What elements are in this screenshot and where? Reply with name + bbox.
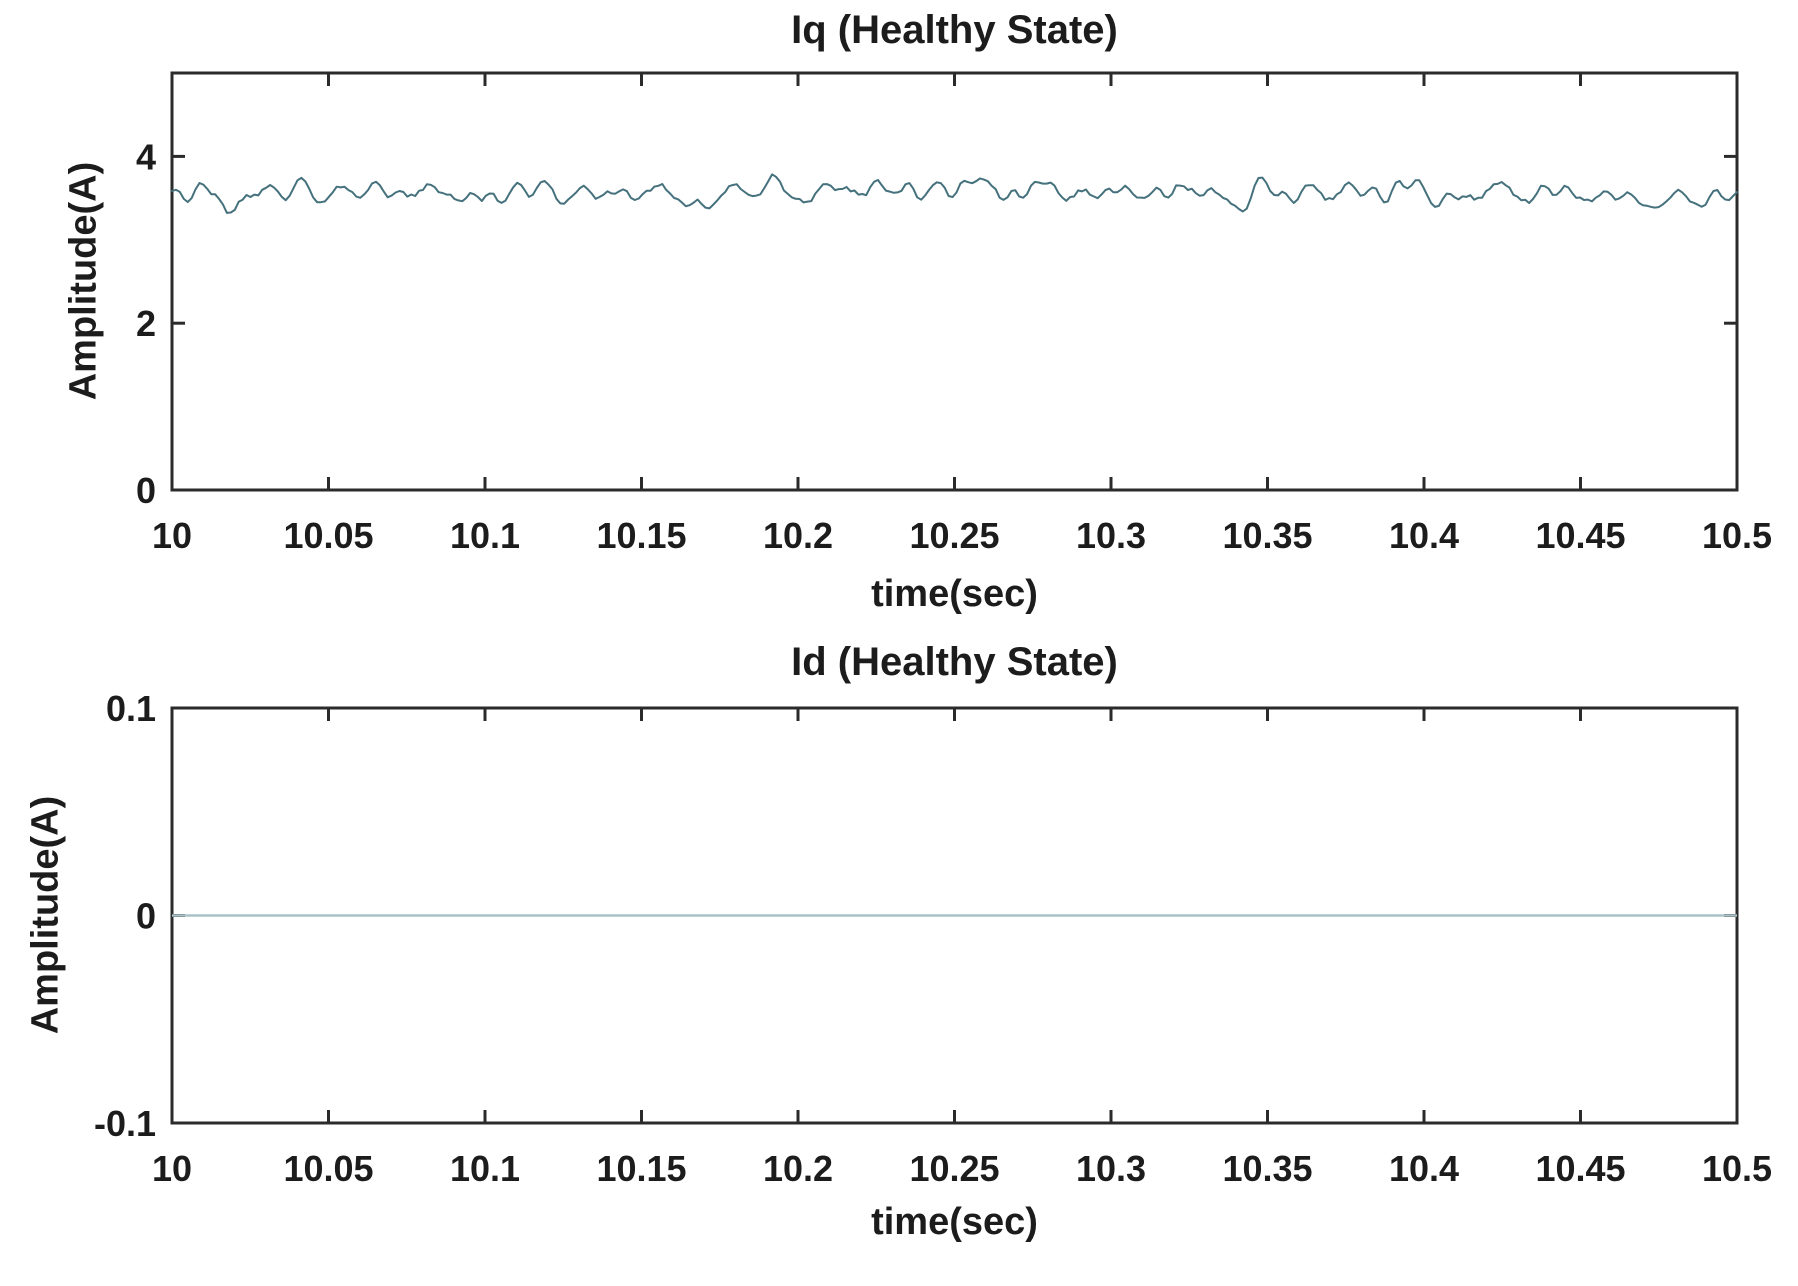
- y-tick-label: 0: [136, 896, 156, 937]
- x-tick-label: 10.25: [909, 1148, 999, 1189]
- x-tick-label: 10.4: [1389, 515, 1459, 556]
- x-tick-label: 10.45: [1535, 1148, 1625, 1189]
- x-tick-label: 10.35: [1222, 515, 1312, 556]
- x-tick-label: 10.3: [1076, 1148, 1146, 1189]
- x-tick-label: 10.45: [1535, 515, 1625, 556]
- x-tick-label: 10: [152, 515, 192, 556]
- x-tick-label: 10.1: [450, 515, 520, 556]
- id-xaxis-label: time(sec): [871, 1201, 1038, 1243]
- iq-yaxis-label: Amplitude(A): [62, 161, 105, 401]
- id-plot-title: Id (Healthy State): [791, 640, 1118, 684]
- x-tick-label: 10.35: [1222, 1148, 1312, 1189]
- x-tick-label: 10.25: [909, 515, 999, 556]
- x-tick-label: 10.1: [450, 1148, 520, 1189]
- y-tick-label: 0: [136, 470, 156, 511]
- x-tick-label: 10.5: [1702, 515, 1772, 556]
- iq-plot: 10 10.05 10.1 10.15 10.2 10.25 10.3 10.35 10.4 10…: [136, 71, 1772, 556]
- x-tick-label: 10.3: [1076, 515, 1146, 556]
- y-tick-label: 4: [136, 136, 156, 177]
- id-yaxis-label: Amplitude(A): [24, 795, 67, 1035]
- axes-box: [170, 71, 1739, 492]
- x-tick-label: 10.2: [763, 515, 833, 556]
- y-tick-label: 2: [136, 303, 156, 344]
- x-tick-label: 10.05: [283, 515, 373, 556]
- x-tick-label: 10.5: [1702, 1148, 1772, 1189]
- x-tick-label: 10.4: [1389, 1148, 1459, 1189]
- y-tick-label: -0.1: [94, 1103, 156, 1144]
- x-tick-label: 10.15: [596, 1148, 686, 1189]
- x-tick-label: 10.2: [763, 1148, 833, 1189]
- x-tick-label: 10: [152, 1148, 192, 1189]
- x-tick-label: 10.05: [283, 1148, 373, 1189]
- iq-signal-line: [171, 173, 1738, 214]
- y-tick-label: 0.1: [106, 688, 156, 729]
- id-plot: 10 10.05 10.1 10.15 10.2 10.25 10.3 10.35 10.4 10…: [94, 688, 1772, 1189]
- x-tick-label: 10.15: [596, 515, 686, 556]
- iq-xaxis-label: time(sec): [871, 573, 1038, 615]
- iq-plot-title: Iq (Healthy State): [791, 8, 1118, 52]
